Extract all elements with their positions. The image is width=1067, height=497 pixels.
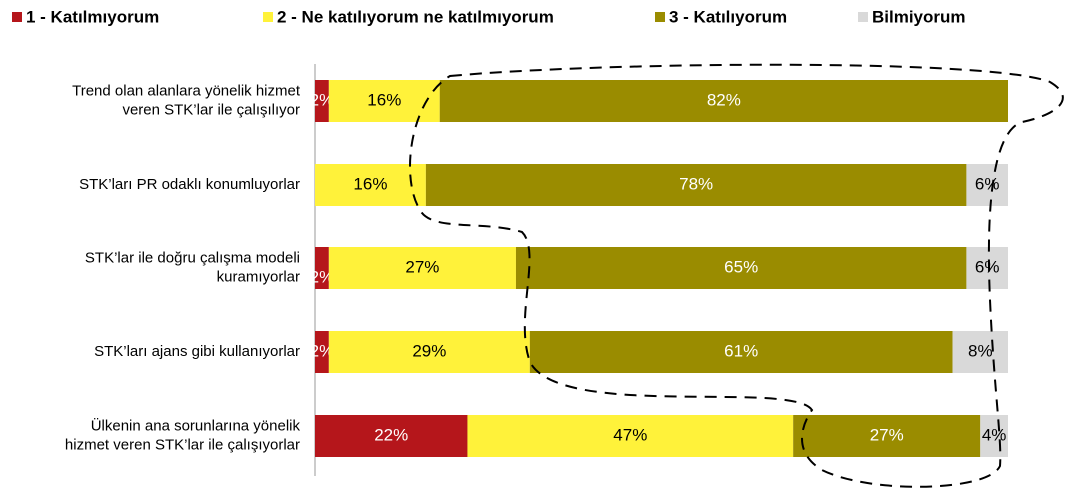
category-label: veren STK’lar ile çalışılıyor [122,101,300,118]
legend-label: 3 - Katılıyorum [669,7,787,26]
category-label: kuramıyorlar [217,268,300,285]
bar-segment [966,164,1008,206]
legend-swatch [858,12,868,22]
legend-label: 1 - Katılmıyorum [26,7,159,26]
category-label: Trend olan alanlara yönelik hizmet [72,82,301,99]
bar-segment [515,247,967,289]
value-label: 27% [405,257,439,276]
highlight-outline [409,63,1064,488]
bar-segment [315,164,426,206]
value-label: 47% [613,425,647,444]
bar-segment [315,415,468,457]
bar-segment [328,247,516,289]
value-label: 6% [975,257,1000,276]
value-label: 16% [367,90,401,109]
category-label: hizmet veren STK’lar ile çalışıyorlar [65,436,300,453]
value-label: 2% [310,341,335,360]
value-label: 29% [412,341,446,360]
category-label: STK’ları PR odaklı konumluyorlar [79,176,300,193]
bar-segment [529,331,953,373]
value-label: 22% [374,425,408,444]
bar-segment [439,80,1008,122]
bar-segment [328,331,530,373]
value-label: 82% [707,90,741,109]
category-label: STK’lar ile doğru çalışma modeli [85,249,300,266]
bar-segment [467,415,794,457]
value-label: 6% [975,174,1000,193]
category-label: Ülkenin ana sorunlarına yönelik [91,416,301,434]
legend-swatch [12,12,22,22]
bar-segment [425,164,967,206]
bar-segment [966,247,1008,289]
bar-segment [328,80,440,122]
value-label: 78% [679,174,713,193]
value-label: 27% [870,425,904,444]
category-label: STK’ları ajans gibi kullanıyorlar [94,343,300,360]
value-label: 4% [982,425,1007,444]
bar-segment [980,415,1008,457]
bar-segment [315,331,329,373]
legend-swatch [655,12,665,22]
legend-label: 2 - Ne katılıyorum ne katılmıyorum [277,7,554,26]
value-label: 65% [724,257,758,276]
value-label: 2% [310,90,335,109]
bar-segment [315,80,329,122]
bar-segment [952,331,1008,373]
bar-segment [793,415,981,457]
value-label: 61% [724,341,758,360]
value-label: 2% [310,267,335,286]
value-label: 16% [353,174,387,193]
bar-segment [315,247,329,289]
legend-swatch [263,12,273,22]
value-label: 8% [968,341,993,360]
legend-label: Bilmiyorum [872,7,966,26]
